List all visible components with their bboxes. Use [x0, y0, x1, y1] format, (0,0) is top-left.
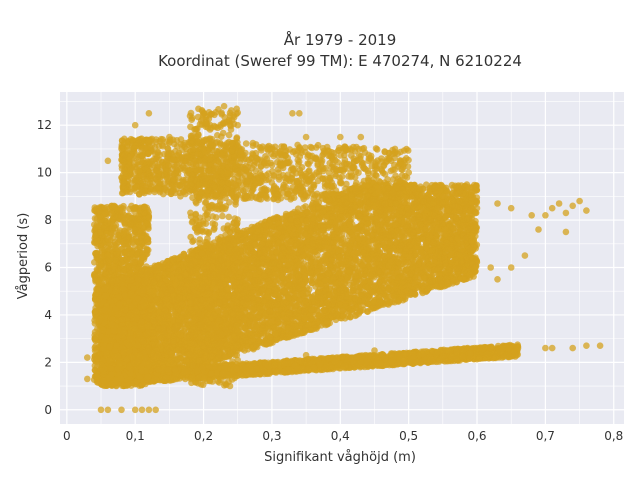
scatter-points: [84, 102, 604, 414]
data-point: [282, 210, 290, 218]
data-point: [302, 203, 309, 210]
